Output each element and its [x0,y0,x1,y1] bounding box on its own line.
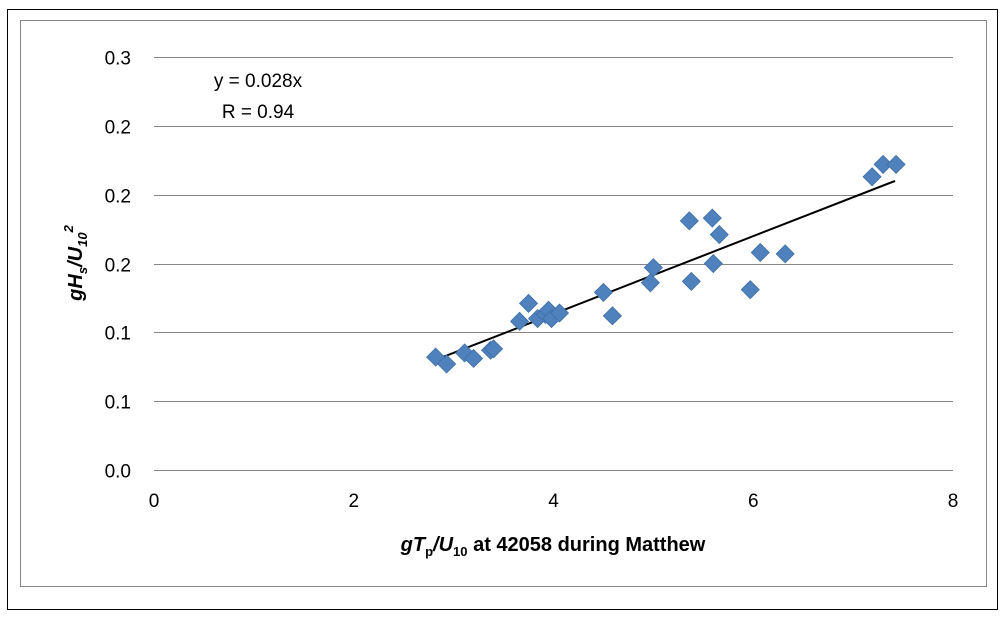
y-tick-label: 0.3 [105,49,131,70]
data-point [518,293,539,313]
data-point [681,271,701,291]
data-point [886,154,906,174]
x-title-g: g [400,534,413,556]
y-title-U: U [65,246,87,261]
data-point [709,225,729,245]
x-tick-label: 4 [548,491,559,512]
x-tick-label: 2 [348,491,359,512]
x-tick-label: 8 [948,491,959,512]
trendline [435,179,896,361]
gridlines [154,57,953,402]
data-point [862,167,882,187]
data-point [640,273,660,293]
data-point [775,244,795,264]
x-axis-tick-labels: 0 2 4 6 8 [149,491,959,512]
x-title-slash: / [432,534,441,556]
data-point [484,339,504,359]
y-tick-label: 0.0 [105,462,131,483]
x-axis-title: gTp/U10 at 42058 during Matthew [400,534,706,559]
y-tick-label: 0.1 [105,393,131,414]
chart-area-border [20,20,987,587]
x-tick-label: 0 [149,491,160,512]
y-title-10-subscript: 10 [75,232,90,247]
equation-annotation: y = 0.028x [214,71,303,92]
x-title-10-subscript: 10 [453,544,467,559]
x-title-p-subscript: p [425,544,433,559]
data-point [643,258,663,278]
data-point [740,280,760,300]
y-axis-tick-labels: 0.0 0.1 0.1 0.2 0.2 0.2 0.3 [105,49,131,483]
data-point [873,154,893,174]
x-title-U: U [439,534,454,556]
y-tick-label: 0.2 [105,256,131,277]
data-point [437,354,457,374]
data-point [549,303,570,323]
data-point [593,282,614,302]
x-title-rest: at 42058 during Matthew [468,534,706,556]
data-point [679,211,699,231]
y-tick-label: 0.2 [105,118,131,139]
correlation-annotation: R = 0.94 [222,102,295,123]
y-tick-label: 0.1 [105,324,131,345]
data-point [509,311,530,331]
data-point [703,253,723,274]
y-axis-title: gHs/U102 [61,224,90,301]
y-title-slash: / [65,259,87,268]
trendline-layer [435,179,896,361]
y-title-H: H [65,274,87,289]
data-point [750,242,770,263]
y-title-s-subscript: s [75,267,90,274]
data-point [702,208,722,228]
x-tick-label: 6 [748,491,759,512]
y-title-g: g [65,289,87,302]
x-title-T: T [413,534,427,556]
data-point [602,306,622,326]
y-tick-label: 0.2 [105,187,131,208]
data-points [426,154,906,374]
y-title-2-superscript: 2 [61,224,76,233]
data-point [464,348,484,369]
